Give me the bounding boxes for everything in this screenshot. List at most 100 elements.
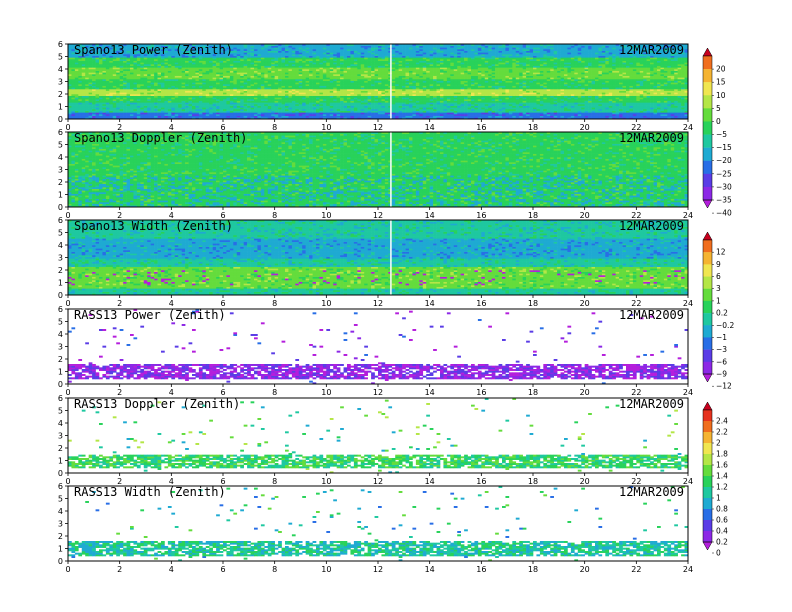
heatmap-cell xyxy=(174,64,179,66)
heatmap-cell xyxy=(143,72,148,75)
heatmap-cell xyxy=(240,84,244,86)
heatmap-cell xyxy=(105,112,110,115)
heatmap-cell xyxy=(85,50,89,53)
heatmap-cell xyxy=(209,84,213,86)
heatmap-cell xyxy=(278,89,282,91)
heatmap-cell xyxy=(271,109,275,111)
heatmap-cell xyxy=(185,45,189,48)
heatmap-cell xyxy=(229,45,234,48)
heatmap-cell xyxy=(102,60,107,63)
heatmap-cell xyxy=(209,85,213,88)
heatmap-cell xyxy=(281,49,286,51)
heatmap-cell xyxy=(212,54,217,56)
heatmap-cell xyxy=(281,100,286,103)
heatmap-cell xyxy=(250,49,255,51)
heatmap-cell xyxy=(205,67,210,70)
heatmap-cell xyxy=(88,85,93,88)
heatmap-cell xyxy=(254,50,258,53)
heatmap-cell xyxy=(68,50,72,53)
heatmap-cell xyxy=(185,67,189,70)
heatmap-cell xyxy=(85,107,89,110)
heatmap-cell xyxy=(233,72,238,75)
heatmap-cell xyxy=(264,102,269,105)
heatmap-cell xyxy=(81,60,86,63)
heatmap-cell xyxy=(171,77,176,80)
heatmap-cell xyxy=(123,80,127,83)
heatmap-cell xyxy=(95,92,100,95)
heatmap-cell xyxy=(126,87,131,90)
heatmap-cell xyxy=(68,59,72,61)
heatmap-cell xyxy=(171,102,176,105)
heatmap-cell xyxy=(188,104,193,106)
heatmap-cell xyxy=(250,92,255,95)
heatmap-cell xyxy=(278,85,282,88)
heatmap-cell xyxy=(136,115,141,118)
heatmap-cell xyxy=(185,44,189,46)
heatmap-cell xyxy=(236,70,241,73)
heatmap-cell xyxy=(250,69,255,71)
heatmap-cell xyxy=(243,89,248,91)
heatmap-cell xyxy=(271,90,275,93)
heatmap-cell xyxy=(274,110,279,113)
heatmap-cell xyxy=(92,105,96,108)
heatmap-cell xyxy=(171,69,176,71)
heatmap-cell xyxy=(181,110,186,113)
heatmap-cell xyxy=(202,77,207,80)
heatmap-cell xyxy=(250,89,255,91)
heatmap-cell xyxy=(250,84,255,86)
heatmap-cell xyxy=(219,79,224,81)
heatmap-cell xyxy=(130,115,134,118)
heatmap-cell xyxy=(112,72,117,75)
heatmap-cell xyxy=(257,44,262,46)
heatmap-cell xyxy=(278,45,282,48)
heatmap-cell xyxy=(271,107,275,110)
heatmap-cell xyxy=(243,69,248,71)
heatmap-cell xyxy=(109,70,114,73)
heatmap-cell xyxy=(243,44,248,46)
heatmap-cell xyxy=(192,65,196,68)
heatmap-cell xyxy=(233,112,238,115)
heatmap-cell xyxy=(250,59,255,61)
heatmap-cell xyxy=(274,115,279,118)
heatmap-cell xyxy=(119,100,124,103)
heatmap-cell xyxy=(205,92,210,95)
heatmap-cell xyxy=(102,70,107,73)
heatmap-cell xyxy=(278,59,282,61)
heatmap-cell xyxy=(116,114,120,116)
heatmap-cell xyxy=(254,54,258,56)
heatmap-cell xyxy=(278,49,282,51)
heatmap-cell xyxy=(205,54,210,56)
heatmap-cell xyxy=(136,114,141,116)
heatmap-cell xyxy=(223,82,227,85)
heatmap-cell xyxy=(116,105,120,108)
heatmap-cell xyxy=(223,105,227,108)
heatmap-cell xyxy=(164,67,169,70)
heatmap-cell xyxy=(274,90,279,93)
heatmap-cell xyxy=(188,54,193,56)
heatmap-cell xyxy=(133,49,138,51)
heatmap-cell xyxy=(185,95,189,98)
heatmap-cell xyxy=(95,44,100,46)
heatmap-cell xyxy=(130,75,134,78)
heatmap-cell xyxy=(102,67,107,70)
heatmap-cell xyxy=(212,114,217,116)
heatmap-cell xyxy=(250,65,255,68)
heatmap-cell xyxy=(260,99,265,101)
heatmap-cell xyxy=(85,80,89,83)
heatmap-cell xyxy=(271,77,275,80)
heatmap-cell xyxy=(243,64,248,66)
heatmap-cell xyxy=(274,105,279,108)
heatmap-cell xyxy=(130,49,134,51)
heatmap-cell xyxy=(229,59,234,61)
heatmap-cell xyxy=(267,44,272,46)
heatmap-cell xyxy=(74,57,79,60)
heatmap-cell xyxy=(188,114,193,116)
heatmap-cell xyxy=(123,54,127,56)
heatmap-cell xyxy=(216,54,220,56)
heatmap-cell xyxy=(240,75,244,78)
heatmap-cell xyxy=(150,57,155,60)
heatmap-cell xyxy=(192,85,196,88)
heatmap-cell xyxy=(236,92,241,95)
heatmap-cell xyxy=(274,102,279,105)
heatmap-cell xyxy=(212,115,217,118)
